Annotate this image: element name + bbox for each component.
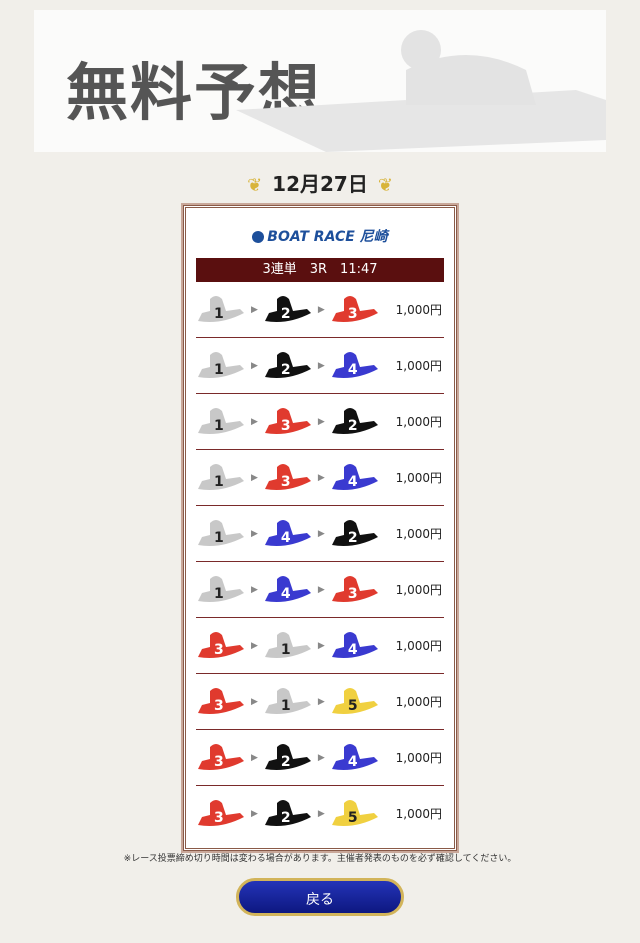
arrow-right-icon: ▶ bbox=[251, 528, 258, 539]
prediction-card: BOAT RACE 尼崎 3連単 3R 11:47 1 ▶ 2 ▶ 3 1,000円 1 ▶ 2… bbox=[181, 203, 459, 853]
boat-1-icon: 1 bbox=[196, 461, 246, 495]
bet-amount: 1,000円 bbox=[395, 807, 442, 821]
arrow-right-icon: ▶ bbox=[317, 808, 325, 819]
bet-amount: 1,000円 bbox=[395, 695, 442, 709]
bet-amount: 1,000円 bbox=[395, 415, 442, 429]
boat-2-icon: 2 bbox=[330, 517, 380, 551]
bet-amount: 1,000円 bbox=[395, 751, 442, 765]
bet-amount: 1,000円 bbox=[395, 583, 442, 597]
boat-3-icon: 3 bbox=[196, 685, 246, 719]
bet-amount: 1,000円 bbox=[395, 359, 442, 373]
boat-2-icon: 2 bbox=[263, 349, 313, 383]
boat-2-icon: 2 bbox=[330, 405, 380, 439]
boat-1-icon: 1 bbox=[196, 573, 246, 607]
hero-banner: 無料予想 bbox=[34, 10, 606, 152]
boat-1-icon: 1 bbox=[263, 629, 313, 663]
boat-3-icon: 3 bbox=[196, 629, 246, 663]
bet-amount: 1,000円 bbox=[395, 639, 442, 653]
boat-5-icon: 5 bbox=[330, 797, 380, 831]
boat-4-icon: 4 bbox=[330, 349, 380, 383]
boat-1-icon: 1 bbox=[196, 405, 246, 439]
arrow-right-icon: ▶ bbox=[317, 640, 325, 651]
bet-amount: 1,000円 bbox=[395, 527, 442, 541]
boat-4-icon: 4 bbox=[330, 461, 380, 495]
boat-2-icon: 2 bbox=[263, 293, 313, 327]
boatrace-logo: BOAT RACE 尼崎 bbox=[186, 226, 454, 246]
arrow-right-icon: ▶ bbox=[251, 752, 258, 763]
arrow-right-icon: ▶ bbox=[251, 360, 258, 371]
arrow-right-icon: ▶ bbox=[317, 304, 325, 315]
boat-3-icon: 3 bbox=[330, 293, 380, 327]
boat-1-icon: 1 bbox=[263, 685, 313, 719]
date-text: 12月27日 bbox=[272, 172, 368, 196]
date-heading: ❦ 12月27日 ❦ bbox=[0, 168, 640, 197]
boat-1-icon: 1 bbox=[196, 349, 246, 383]
bet-row: 3 ▶ 1 ▶ 4 1,000円 bbox=[196, 618, 444, 674]
boat-2-icon: 2 bbox=[263, 741, 313, 775]
boat-4-icon: 4 bbox=[263, 573, 313, 607]
bet-row: 1 ▶ 2 ▶ 3 1,000円 bbox=[196, 282, 444, 338]
arrow-right-icon: ▶ bbox=[251, 640, 258, 651]
bet-row: 3 ▶ 2 ▶ 5 1,000円 bbox=[196, 786, 444, 841]
arrow-right-icon: ▶ bbox=[317, 416, 325, 427]
logo-text: BOAT RACE 尼崎 bbox=[267, 229, 388, 245]
boat-5-icon: 5 bbox=[330, 685, 380, 719]
boat-3-icon: 3 bbox=[263, 405, 313, 439]
logo-mark-icon bbox=[252, 231, 265, 243]
arrow-right-icon: ▶ bbox=[251, 696, 258, 707]
boat-4-icon: 4 bbox=[330, 629, 380, 663]
boat-2-icon: 2 bbox=[263, 797, 313, 831]
boat-3-icon: 3 bbox=[196, 797, 246, 831]
boat-racer-illustration bbox=[236, 30, 606, 152]
bet-amount: 1,000円 bbox=[395, 303, 442, 317]
bet-row: 1 ▶ 4 ▶ 2 1,000円 bbox=[196, 506, 444, 562]
bet-row: 1 ▶ 4 ▶ 3 1,000円 bbox=[196, 562, 444, 618]
boat-4-icon: 4 bbox=[263, 517, 313, 551]
boat-3-icon: 3 bbox=[263, 461, 313, 495]
boat-1-icon: 1 bbox=[196, 517, 246, 551]
arrow-right-icon: ▶ bbox=[251, 416, 258, 427]
boat-3-icon: 3 bbox=[330, 573, 380, 607]
laurel-icon: ❦ bbox=[377, 175, 393, 196]
back-button[interactable]: 戻る bbox=[236, 878, 404, 916]
boat-1-icon: 1 bbox=[196, 293, 246, 327]
bet-row: 1 ▶ 3 ▶ 2 1,000円 bbox=[196, 394, 444, 450]
arrow-right-icon: ▶ bbox=[317, 584, 325, 595]
arrow-right-icon: ▶ bbox=[317, 528, 325, 539]
bet-row: 1 ▶ 2 ▶ 4 1,000円 bbox=[196, 338, 444, 394]
arrow-right-icon: ▶ bbox=[251, 808, 258, 819]
boat-3-icon: 3 bbox=[196, 741, 246, 775]
arrow-right-icon: ▶ bbox=[251, 584, 258, 595]
bet-amount: 1,000円 bbox=[395, 471, 442, 485]
arrow-right-icon: ▶ bbox=[317, 360, 325, 371]
laurel-icon: ❦ bbox=[247, 175, 263, 196]
arrow-right-icon: ▶ bbox=[317, 472, 325, 483]
arrow-right-icon: ▶ bbox=[317, 752, 325, 763]
bet-row: 3 ▶ 2 ▶ 4 1,000円 bbox=[196, 730, 444, 786]
bet-row: 3 ▶ 1 ▶ 5 1,000円 bbox=[196, 674, 444, 730]
disclaimer-note: ※レース投票締め切り時間は変わる場合があります。主催者発表のものを必ず確認してく… bbox=[123, 854, 517, 864]
arrow-right-icon: ▶ bbox=[251, 304, 258, 315]
boat-4-icon: 4 bbox=[330, 741, 380, 775]
arrow-right-icon: ▶ bbox=[317, 696, 325, 707]
arrow-right-icon: ▶ bbox=[251, 472, 258, 483]
bet-row: 1 ▶ 3 ▶ 4 1,000円 bbox=[196, 450, 444, 506]
race-info-bar: 3連単 3R 11:47 bbox=[196, 258, 444, 282]
